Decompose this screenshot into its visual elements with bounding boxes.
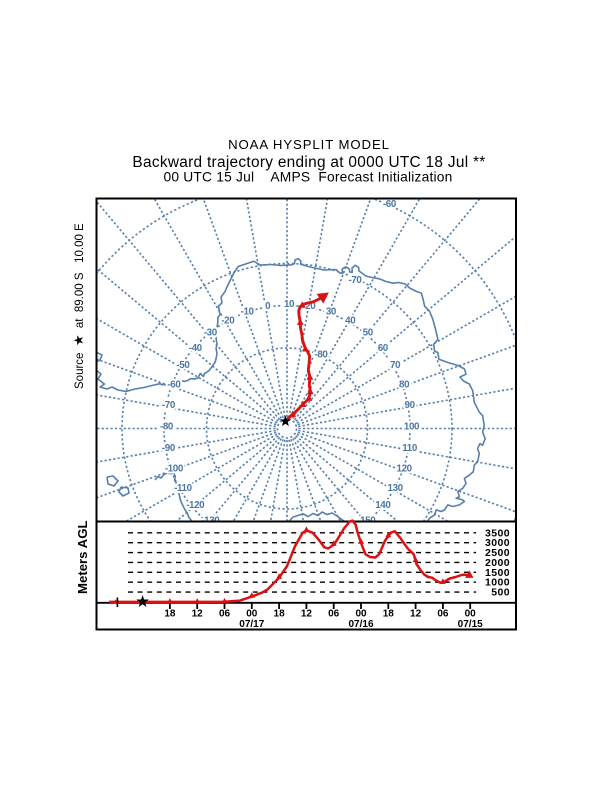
svg-text:-90: -90	[162, 443, 176, 454]
svg-text:-100: -100	[165, 463, 184, 474]
svg-text:130: 130	[388, 483, 404, 494]
svg-text:07/15: 07/15	[458, 619, 483, 630]
svg-text:60: 60	[378, 343, 389, 354]
svg-text:50: 50	[363, 328, 374, 339]
svg-text:1500: 1500	[485, 567, 510, 579]
svg-text:0: 0	[265, 301, 271, 312]
svg-text:40: 40	[345, 315, 356, 326]
svg-text:-70: -70	[162, 400, 176, 411]
svg-text:3000: 3000	[485, 537, 510, 549]
svg-text:-30: -30	[204, 328, 218, 339]
svg-text:-60: -60	[383, 199, 397, 210]
svg-text:07/17: 07/17	[239, 619, 264, 630]
svg-text:12: 12	[410, 609, 422, 620]
svg-text:500: 500	[491, 587, 510, 599]
svg-text:-50: -50	[176, 360, 190, 371]
svg-text:07/16: 07/16	[348, 619, 373, 630]
svg-text:-70: -70	[349, 275, 363, 286]
svg-text:120: 120	[397, 463, 413, 474]
svg-text:-110: -110	[174, 483, 192, 494]
svg-text:150: 150	[360, 515, 376, 526]
svg-text:18: 18	[164, 609, 176, 620]
svg-text:-80: -80	[315, 349, 329, 360]
svg-text:18: 18	[383, 609, 395, 620]
svg-text:80: 80	[399, 380, 410, 391]
svg-text:30: 30	[326, 306, 337, 317]
svg-text:90: 90	[405, 400, 416, 411]
svg-text:-60: -60	[167, 380, 181, 391]
svg-text:06: 06	[437, 609, 449, 620]
svg-text:NOAA HYSPLIT MODEL: NOAA HYSPLIT MODEL	[228, 137, 390, 152]
svg-text:-120: -120	[186, 500, 205, 511]
svg-text:1000: 1000	[485, 577, 510, 589]
svg-text:06: 06	[328, 609, 340, 620]
svg-text:140: 140	[375, 500, 391, 511]
svg-text:10: 10	[284, 299, 295, 310]
svg-text:3500: 3500	[485, 527, 510, 539]
svg-text:12: 12	[301, 609, 313, 620]
svg-text:100: 100	[404, 422, 420, 433]
svg-text:70: 70	[390, 360, 401, 371]
svg-text:-10: -10	[241, 306, 255, 317]
svg-text:2500: 2500	[485, 547, 510, 559]
svg-text:06: 06	[219, 609, 231, 620]
svg-text:Source ★ at 89.00 S 10.00: Source ★ at 89.00 S 10.00 E	[71, 223, 86, 389]
svg-text:2000: 2000	[485, 557, 510, 569]
svg-text:18: 18	[274, 609, 286, 620]
svg-text:-20: -20	[221, 315, 235, 326]
svg-text:12: 12	[192, 609, 204, 620]
svg-text:00: 00	[465, 609, 477, 620]
svg-text:-130: -130	[201, 515, 220, 526]
svg-text:00 UTC 15 Jul AMPS Forecas: 00 UTC 15 Jul AMPS Forecast Initializati…	[163, 170, 452, 185]
svg-text:-80: -80	[160, 422, 174, 433]
svg-text:-40: -40	[189, 343, 203, 354]
svg-text:Meters AGL: Meters AGL	[75, 520, 90, 594]
svg-text:Backward trajectory ending at: Backward trajectory ending at 0000 UTC 1…	[132, 154, 485, 171]
svg-text:00: 00	[246, 609, 258, 620]
svg-text:00: 00	[355, 609, 367, 620]
svg-text:110: 110	[402, 443, 418, 454]
